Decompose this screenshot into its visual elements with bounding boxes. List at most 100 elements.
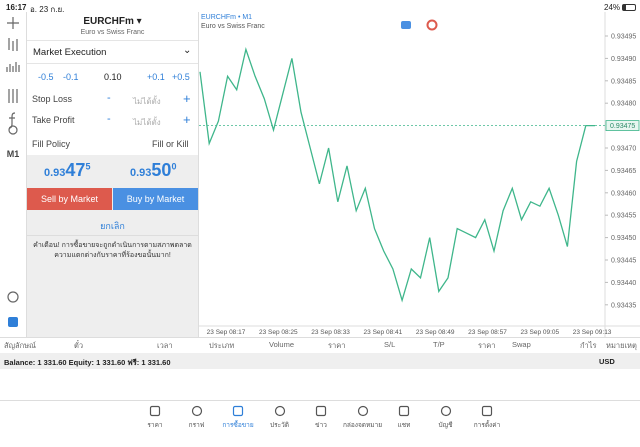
tab-icon-shape bbox=[191, 405, 202, 417]
tab-label: ข่าว bbox=[315, 422, 327, 429]
tab-label: บัญชี bbox=[438, 422, 453, 429]
balance-bar bbox=[0, 353, 640, 369]
ask-small: 0 bbox=[171, 161, 177, 172]
fill-policy-value[interactable]: Fill or Kill bbox=[152, 139, 189, 149]
volume-step[interactable]: -0.1 bbox=[63, 72, 79, 82]
indicators-icon bbox=[8, 89, 18, 103]
objects-icon bbox=[8, 125, 18, 135]
toolbar: M1 bbox=[6, 17, 20, 327]
y-tick-label: 0.93490 bbox=[611, 56, 636, 63]
tab-icon-shape bbox=[315, 405, 327, 417]
tab-icon bbox=[481, 405, 493, 417]
tab[interactable]: ข่าว bbox=[296, 405, 346, 430]
column-header: ราคา bbox=[328, 341, 346, 350]
y-tick-label: 0.93435 bbox=[611, 302, 636, 309]
volume-step[interactable]: +0.1 bbox=[147, 72, 165, 82]
chevron: ⌄ bbox=[183, 45, 192, 56]
cancel-button[interactable]: ยกเลิก bbox=[100, 221, 125, 231]
tab[interactable]: กล่องจดหมาย bbox=[338, 405, 388, 430]
tab[interactable]: บัญชี bbox=[421, 405, 471, 430]
current-price-box bbox=[605, 120, 640, 131]
sell-button[interactable]: Sell by Market bbox=[27, 188, 112, 210]
execution-select[interactable] bbox=[27, 40, 198, 64]
tab-label: กล่องจดหมาย bbox=[342, 422, 383, 429]
tab-icon bbox=[315, 405, 327, 417]
chart-tool-icon[interactable] bbox=[401, 21, 411, 29]
tab-label: การตั้งค่า bbox=[473, 422, 501, 429]
stop-loss-plus[interactable]: + bbox=[183, 91, 191, 106]
chart-tool-icon[interactable] bbox=[426, 19, 438, 31]
y-tick-label: 0.93480 bbox=[611, 101, 636, 108]
x-tick-label: 23 Sep 08:17 bbox=[207, 329, 246, 336]
take-profit-plus[interactable]: + bbox=[183, 112, 191, 127]
clock: 16:17 bbox=[6, 3, 27, 12]
tab[interactable]: แชท bbox=[379, 405, 429, 430]
bid-price: 0.93475 bbox=[44, 160, 90, 181]
x-tick-label: 23 Sep 09:13 bbox=[573, 329, 612, 336]
volume-step[interactable]: +0.5 bbox=[172, 72, 190, 82]
take-profit-minus[interactable]: - bbox=[107, 113, 111, 125]
battery-level bbox=[623, 5, 626, 10]
symbol[interactable]: EURCHFm ▾ bbox=[83, 16, 142, 27]
tab-icon-shape bbox=[232, 405, 244, 417]
y-tick-label: 0.93460 bbox=[611, 190, 636, 197]
tab-label: การซื้อขาย bbox=[222, 422, 254, 429]
x-tick-label: 23 Sep 08:33 bbox=[311, 329, 350, 336]
y-tick-label: 0.93440 bbox=[611, 280, 636, 287]
stop-loss-label: Stop Loss bbox=[32, 94, 73, 104]
tab-icon bbox=[191, 405, 202, 417]
chart-subtitle: Euro vs Swiss Franc bbox=[201, 23, 265, 30]
tab[interactable]: กราฟ bbox=[172, 405, 222, 430]
column-header: กำไร bbox=[580, 341, 597, 350]
divider bbox=[0, 400, 640, 401]
divider bbox=[26, 12, 27, 337]
column-header: Volume bbox=[269, 340, 295, 349]
zoom-icon bbox=[7, 291, 19, 303]
y-tick-label: 0.93470 bbox=[611, 146, 636, 153]
column-header: T/P bbox=[433, 340, 445, 349]
x-tick-label: 23 Sep 08:49 bbox=[416, 329, 455, 336]
tab-icon bbox=[232, 405, 244, 417]
tab[interactable]: การตั้งค่า bbox=[462, 405, 512, 430]
tab-icon-shape bbox=[481, 405, 493, 417]
date: อ. 23 ก.ย. bbox=[30, 5, 65, 14]
tab[interactable]: การซื้อขาย bbox=[213, 405, 263, 430]
tab[interactable]: ราคา bbox=[130, 405, 180, 430]
x-tick-label: 23 Sep 08:41 bbox=[364, 329, 403, 336]
currency: USD bbox=[599, 357, 615, 366]
symbol-text: EURCHFm bbox=[83, 16, 134, 27]
symbol-desc: Euro vs Swiss Franc bbox=[80, 29, 145, 36]
ask-prefix: 0.93 bbox=[130, 167, 152, 179]
ask-price: 0.93500 bbox=[130, 160, 176, 181]
column-header: สัญลักษณ์ bbox=[4, 341, 37, 350]
tab-icon bbox=[440, 405, 451, 417]
y-tick-label: 0.93495 bbox=[611, 34, 636, 41]
function-icon bbox=[8, 112, 16, 129]
bars-icon bbox=[6, 62, 20, 72]
volume-step[interactable]: -0.5 bbox=[38, 72, 54, 82]
current-price-label: 0.93475 bbox=[610, 123, 635, 130]
battery-icon bbox=[622, 4, 636, 11]
warning-line: คำเตือน! การซื้อขายจะถูกดำเนินการตามสภาพ… bbox=[33, 242, 192, 249]
y-tick-label: 0.93445 bbox=[611, 258, 636, 265]
signals-icon bbox=[8, 317, 18, 327]
y-tick-label: 0.93485 bbox=[611, 78, 636, 85]
tab-icon bbox=[398, 405, 410, 417]
x-tick-label: 23 Sep 08:57 bbox=[468, 329, 507, 336]
tab-icon-shape bbox=[398, 405, 410, 417]
stop-loss-minus[interactable]: - bbox=[107, 92, 111, 104]
tab-icon-shape bbox=[440, 405, 451, 417]
buy-button[interactable]: Buy by Market bbox=[113, 188, 198, 210]
tab[interactable]: ประวัติ bbox=[255, 405, 305, 430]
take-profit-value[interactable]: ไม่ได้ตั้ง bbox=[133, 118, 161, 127]
take-profit-label: Take Profit bbox=[32, 115, 75, 125]
tab-icon bbox=[274, 405, 285, 417]
divider bbox=[0, 337, 640, 338]
chart-title: EURCHFm • M1 bbox=[201, 14, 252, 21]
stop-loss-value[interactable]: ไม่ได้ตั้ง bbox=[133, 97, 161, 106]
volume[interactable]: 0.10 bbox=[104, 72, 122, 82]
bid-small: 5 bbox=[85, 161, 91, 172]
tab-icon-shape bbox=[274, 405, 285, 417]
crosshair-icon bbox=[7, 17, 19, 29]
divider bbox=[198, 12, 199, 337]
